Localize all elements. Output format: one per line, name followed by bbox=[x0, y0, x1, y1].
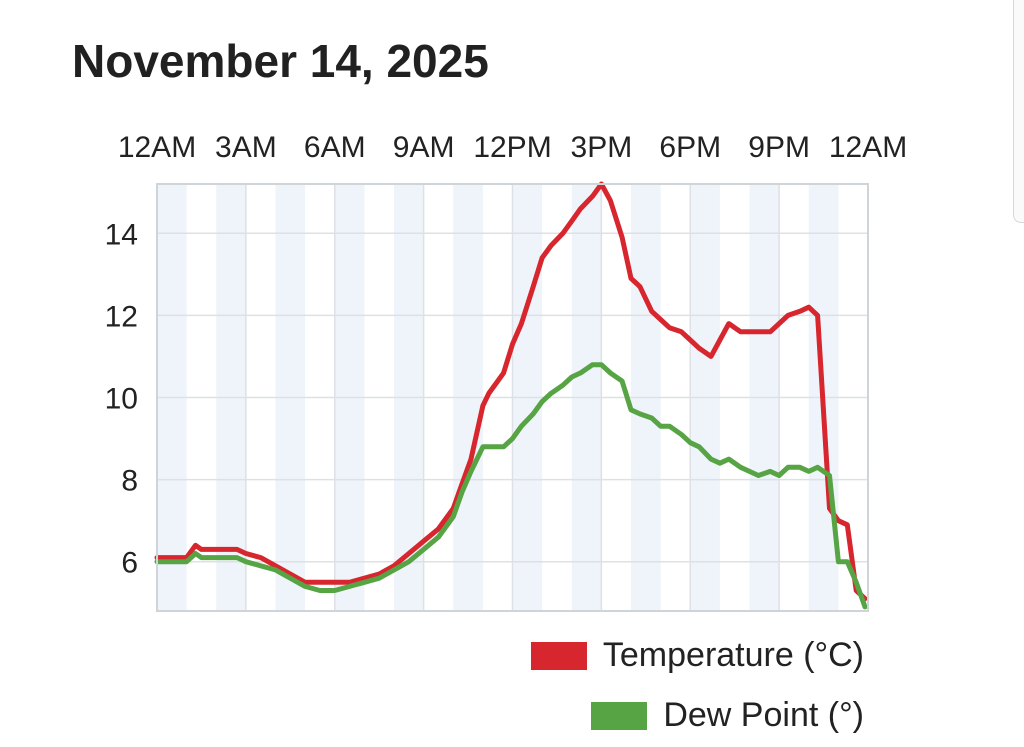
y-tick-label: 12 bbox=[105, 300, 138, 333]
page-title: November 14, 2025 bbox=[72, 35, 489, 87]
legend-item-dew-point: Dew Point (°) bbox=[494, 696, 864, 735]
x-tick-label: 6AM bbox=[304, 131, 366, 164]
x-axis-ticks: 12AM 3AM 6AM 9AM 12PM 3PM 6PM 9PM 12AM bbox=[118, 131, 907, 164]
dew-point-line bbox=[154, 362, 868, 610]
x-tick-label: 3PM bbox=[571, 131, 633, 164]
plot-frame bbox=[156, 183, 869, 612]
series-lines bbox=[154, 181, 868, 610]
dew-point-swatch bbox=[591, 701, 648, 730]
x-tick-label: 12AM bbox=[829, 131, 907, 164]
y-tick-label: 8 bbox=[121, 465, 138, 498]
legend-item-temperature: Temperature (°C) bbox=[494, 636, 864, 675]
legend-label-dew-point: Dew Point (°) bbox=[663, 696, 864, 734]
temperature-swatch bbox=[530, 641, 587, 670]
x-tick-label: 6PM bbox=[659, 131, 721, 164]
y-tick-label: 6 bbox=[121, 547, 138, 580]
x-tick-label: 3AM bbox=[215, 131, 277, 164]
y-axis-ticks: 6 8 10 12 14 bbox=[105, 218, 138, 579]
x-tick-label: 12AM bbox=[118, 131, 196, 164]
legend-label-temperature: Temperature (°C) bbox=[602, 636, 864, 674]
y-tick-label: 10 bbox=[105, 383, 138, 416]
x-tick-label: 9AM bbox=[393, 131, 455, 164]
y-tick-label: 14 bbox=[105, 218, 138, 251]
temperature-line bbox=[154, 181, 868, 602]
scrollbar-edge[interactable] bbox=[1013, 0, 1024, 223]
x-tick-label: 9PM bbox=[748, 131, 810, 164]
x-tick-label: 12PM bbox=[473, 131, 551, 164]
